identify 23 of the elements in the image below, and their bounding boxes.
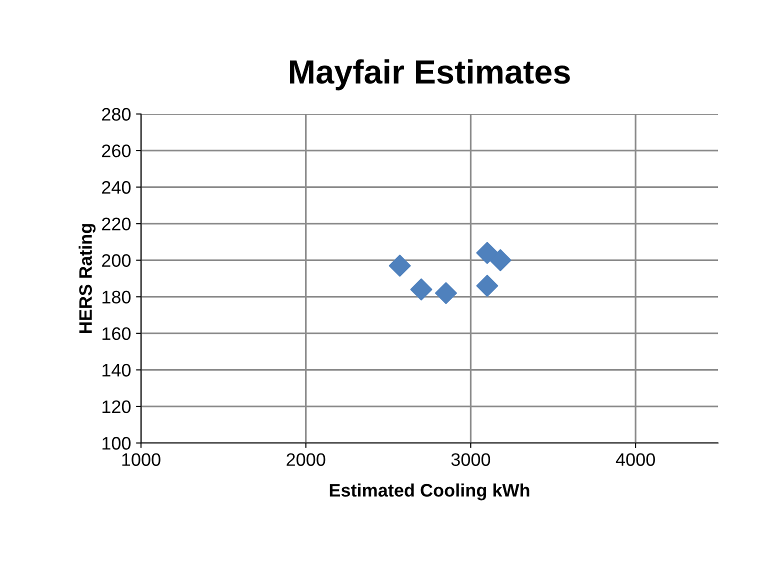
point (410, 278, 432, 300)
point (434, 282, 457, 304)
point (388, 254, 411, 277)
x-tick-label: 3000 (451, 453, 490, 466)
x-axis-title: Estimated Cooling kWh (330, 483, 530, 500)
x-tick-label: 1000 (122, 453, 160, 466)
point (489, 249, 512, 272)
y-axis-title: HERS Rating (78, 224, 96, 333)
y-tick-label: 220 (102, 218, 131, 230)
y-tick-label: 280 (102, 108, 131, 121)
y-tick-label: 200 (102, 254, 131, 267)
y-tick-label: 120 (102, 400, 131, 414)
y-tick-label: 140 (102, 364, 131, 377)
y-tick-label: 180 (102, 290, 131, 304)
y-tick-label: 100 (102, 436, 131, 450)
y-tick-label: 240 (102, 181, 131, 194)
chart-title: Mayfair Estimates (290, 59, 570, 90)
x-tick-label: 2000 (286, 453, 326, 466)
y-tick-label: 160 (102, 327, 131, 340)
x-tick-label: 4000 (616, 453, 655, 466)
point (476, 274, 498, 297)
point (476, 242, 498, 264)
y-tick-label: 260 (102, 144, 131, 158)
